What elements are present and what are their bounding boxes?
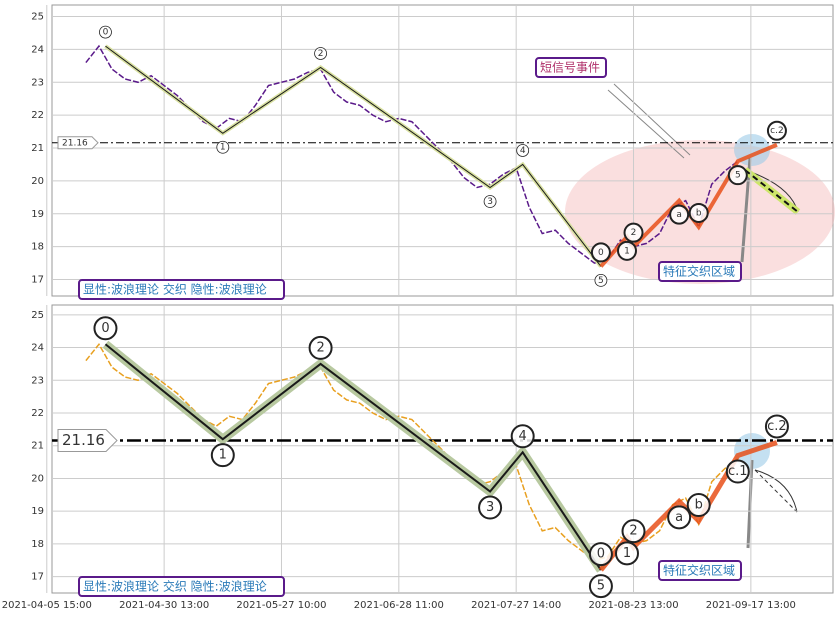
y-tick-label: 17 (31, 275, 44, 286)
wave-point (216, 140, 230, 154)
reference-label: 21.16 (62, 138, 88, 148)
wave-label: 1 (624, 246, 630, 256)
wave-label: 2 (629, 524, 637, 539)
y-tick-label: 25 (31, 12, 44, 23)
wave-label: 1 (219, 448, 227, 463)
x-tick-label: 2021-04-30 13:00 (119, 600, 209, 611)
wave-point (686, 493, 711, 517)
y-tick-label: 17 (31, 572, 44, 583)
x-tick-label: 2021-05-27 10:00 (236, 600, 326, 611)
y-tick-label: 24 (31, 343, 44, 354)
wave-label: b (696, 208, 702, 218)
y-tick-label: 18 (31, 539, 44, 550)
top-frame (51, 4, 834, 297)
y-tick-label: 23 (31, 375, 44, 386)
y-tick-label: 25 (31, 310, 44, 321)
wave-point (725, 459, 750, 484)
wave-label: 0 (598, 248, 604, 258)
wave-label: b (695, 498, 703, 513)
x-tick-label: 2021-07-27 14:00 (471, 600, 561, 611)
wave-label: 1 (623, 546, 631, 561)
annotation-box (535, 57, 607, 78)
wave-label: 4 (519, 429, 527, 444)
wave-label: 1 (220, 143, 226, 153)
y-tick-label: 20 (31, 473, 44, 484)
wave-label: 2 (316, 340, 324, 355)
wave-label: 2 (318, 49, 324, 59)
wave-label: 0 (103, 28, 109, 38)
wave-label: 5 (735, 171, 741, 181)
annotation-box (658, 560, 742, 581)
wave-point (616, 240, 637, 261)
wave-point (308, 335, 333, 360)
bottom-frame (51, 304, 834, 594)
annotation: 特征交织区域 (663, 563, 735, 578)
wave-point (667, 505, 692, 530)
wave-label: 3 (487, 197, 493, 207)
annotation: 显性:波浪理论 交织 隐性:波浪理论 (83, 282, 267, 297)
wave-label: a (675, 510, 683, 525)
x-tick-label: 2021-06-28 11:00 (354, 600, 444, 611)
wave-label: a (676, 210, 682, 220)
y-tick-label: 21 (31, 441, 44, 452)
annotation-box (78, 576, 285, 597)
wave-point (478, 495, 503, 520)
wave-label: 3 (486, 500, 494, 515)
reference-label-box (57, 136, 99, 150)
y-tick-label: 19 (31, 506, 44, 517)
wave-point (483, 195, 497, 208)
wave-line (105, 45, 602, 267)
wave-point (210, 443, 235, 468)
wave-halo (104, 44, 603, 268)
reference-label: 21.16 (62, 431, 105, 449)
wave-line (104, 343, 602, 571)
wave-point (590, 242, 611, 263)
y-tick-label: 19 (31, 209, 44, 220)
wave-point (99, 25, 112, 39)
wave-label: 0 (101, 321, 109, 336)
wave-point (588, 542, 613, 567)
wave-point (688, 202, 709, 223)
annotation: 显性:波浪理论 交织 隐性:波浪理论 (83, 579, 267, 594)
wave-label: c.1 (728, 464, 748, 479)
y-tick-label: 24 (31, 44, 44, 55)
y-tick-label: 23 (31, 77, 44, 88)
y-tick-label: 21 (31, 143, 44, 154)
wave-point (614, 541, 639, 566)
wave-point (764, 414, 789, 439)
y-tick-label: 22 (31, 110, 44, 121)
x-tick-label: 2021-09-17 13:00 (706, 600, 796, 611)
wave-point (516, 144, 530, 157)
y-tick-label: 22 (31, 408, 44, 419)
wave-point (588, 574, 613, 599)
y-tick-label: 20 (31, 176, 44, 187)
wave-label: 0 (597, 547, 605, 562)
wave-point (594, 274, 608, 287)
wave-label: 5 (597, 579, 605, 594)
wave-point (766, 120, 787, 141)
reference-label-box (57, 428, 118, 452)
wave-label: 5 (598, 276, 604, 286)
x-tick-label: 2021-04-05 15:00 (2, 600, 92, 611)
annotation-box (658, 261, 742, 282)
arrow (744, 169, 799, 213)
wave-point (621, 519, 646, 544)
wave-point (510, 424, 535, 449)
y-tick-label: 18 (31, 242, 44, 253)
wave-label: 4 (520, 146, 526, 156)
annotation: 特征交织区域 (663, 264, 735, 279)
x-tick-label: 2021-08-23 13:00 (588, 600, 678, 611)
wave-point (93, 316, 118, 341)
annotation: 短信号事件 (540, 61, 600, 75)
wave-point (727, 165, 748, 186)
wave-point (669, 204, 690, 225)
wave-label: 2 (631, 228, 637, 238)
wave-point (314, 47, 327, 60)
annotation-box (78, 279, 285, 300)
arrow (754, 469, 798, 513)
wave-label: c.2 (767, 419, 787, 434)
wave-point (623, 222, 644, 243)
wave-label: c.2 (770, 126, 784, 136)
